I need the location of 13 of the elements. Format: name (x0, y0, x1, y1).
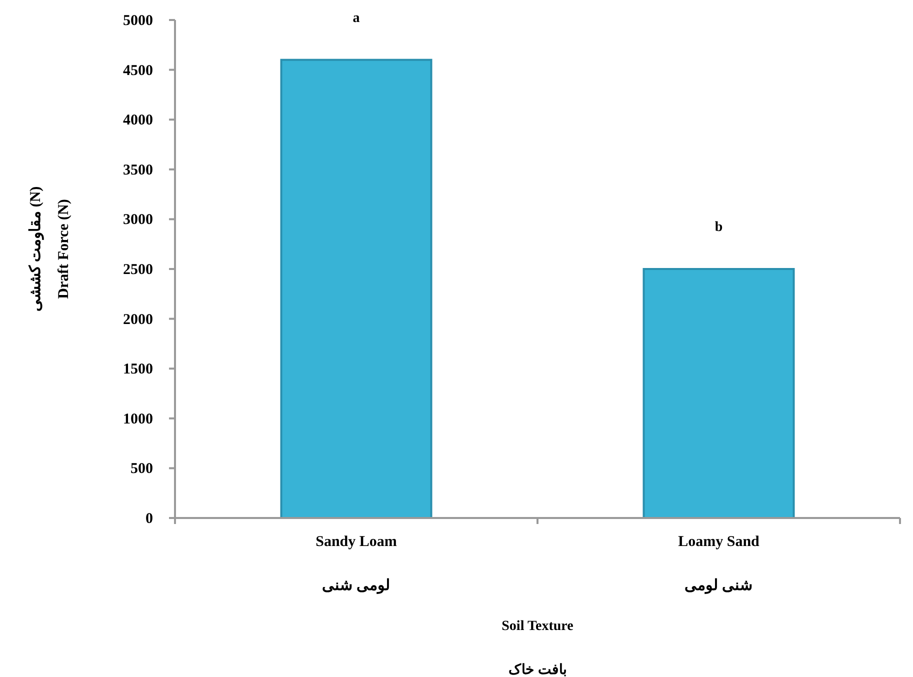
y-tick-label: 0 (146, 511, 153, 527)
y-tick-label: 2500 (123, 262, 153, 278)
y-tick-label: 4500 (123, 62, 153, 79)
y-tick-label: 3000 (123, 212, 153, 228)
y-tick-label: 3500 (123, 162, 153, 178)
y-tick-label: 2000 (123, 312, 153, 328)
y-tick-label: 1000 (123, 411, 153, 428)
y-tick-label: 1500 (123, 362, 153, 378)
annotation: a (352, 10, 360, 26)
y-tick-label: 4000 (123, 112, 153, 129)
y-tick-label: 5000 (123, 13, 153, 29)
annotation: b (714, 220, 723, 235)
y-tick-label: 500 (130, 461, 153, 478)
